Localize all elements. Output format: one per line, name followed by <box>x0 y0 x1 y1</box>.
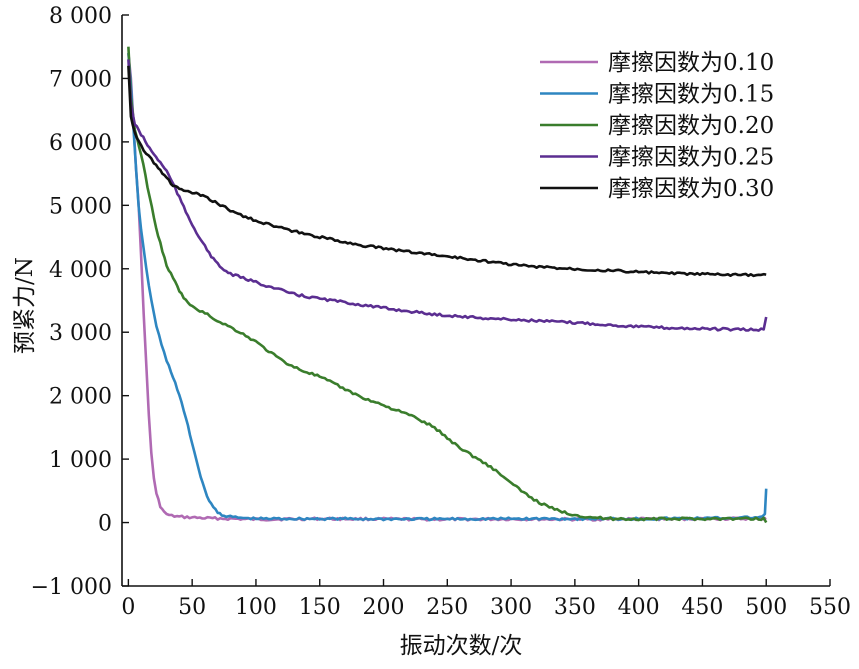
y-tick-label: 7 000 <box>49 67 112 92</box>
y-tick-label: 0 <box>98 512 112 537</box>
x-tick-label: 100 <box>235 595 277 620</box>
x-tick-label: 550 <box>809 595 851 620</box>
x-tick-label: 350 <box>554 595 596 620</box>
legend-label: 摩擦因数为0.30 <box>608 176 774 202</box>
x-ticks: 0 50 100 150 200 250 300 350 400 450 500 550 <box>121 579 851 620</box>
y-tick-label: 6 000 <box>49 131 112 156</box>
x-tick-label: 250 <box>426 595 468 620</box>
x-tick-label: 400 <box>618 595 660 620</box>
x-tick-label: 0 <box>121 595 135 620</box>
legend-label: 摩擦因数为0.15 <box>608 82 774 108</box>
y-tick-label: 8 000 <box>49 4 112 29</box>
y-tick-label: 2 000 <box>49 385 112 410</box>
y-axis-title: 预紧力/N <box>12 257 38 354</box>
legend-label: 摩擦因数为0.10 <box>608 50 774 76</box>
x-tick-label: 500 <box>745 595 787 620</box>
y-tick-label: 3 000 <box>49 321 112 346</box>
plot-area <box>127 46 768 524</box>
x-tick-label: 450 <box>681 595 723 620</box>
x-tick-label: 300 <box>490 595 532 620</box>
y-tick-label: 4 000 <box>49 258 112 283</box>
axes <box>121 15 830 587</box>
x-tick-label: 150 <box>299 595 341 620</box>
series-line-3 <box>127 59 768 332</box>
legend-label: 摩擦因数为0.20 <box>608 113 774 139</box>
y-ticks: −1 000 0 1 000 2 000 3 000 4 000 5 000 6 000 7 0… <box>31 4 129 600</box>
legend-label: 摩擦因数为0.25 <box>608 145 774 171</box>
series-line-2 <box>127 46 768 524</box>
x-tick-label: 200 <box>363 595 405 620</box>
y-tick-label: 5 000 <box>49 194 112 219</box>
legend: 摩擦因数为0.10 摩擦因数为0.15 摩擦因数为0.20 摩擦因数为0.25 摩擦因数… <box>540 50 774 202</box>
x-axis-title: 振动次数/次 <box>400 633 523 659</box>
series-line-4 <box>127 65 767 278</box>
x-tick-label: 50 <box>178 595 206 620</box>
y-tick-label: −1 000 <box>31 575 112 600</box>
y-tick-label: 1 000 <box>49 448 112 473</box>
